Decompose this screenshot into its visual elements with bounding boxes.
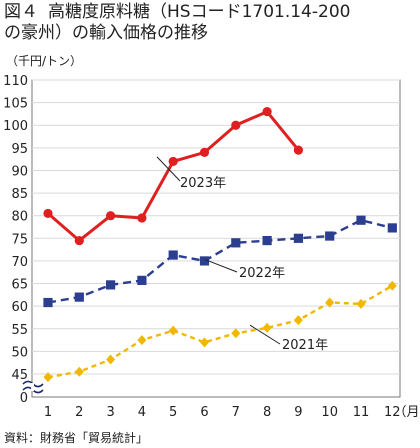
y-tick-label-zero: 0 <box>20 391 28 406</box>
y-tick-label: 60 <box>11 300 28 315</box>
series-line-2023年 <box>47 109 300 243</box>
x-tick-label: 2 <box>75 405 83 420</box>
y-tick-label: 75 <box>11 232 28 247</box>
data-point <box>262 107 272 117</box>
data-point <box>74 235 84 246</box>
y-axis-unit: （千円/トン） <box>6 54 83 68</box>
data-point <box>137 275 147 285</box>
series-line-2022年 <box>47 218 393 304</box>
data-point <box>106 211 116 221</box>
data-point <box>293 233 303 243</box>
data-point <box>200 337 209 348</box>
annotation-leader <box>249 324 281 345</box>
figure-title: 図４ 高糖度原料糖（HSコード1701.14-200 の豪州）の輸入価格の推移 <box>4 2 418 44</box>
data-point <box>262 235 272 246</box>
x-tick-label: 7 <box>232 405 240 420</box>
data-point <box>168 325 178 336</box>
x-tick-label: 11 <box>353 405 370 420</box>
y-tick-label: 55 <box>11 323 28 338</box>
y-tick-label: 70 <box>11 255 28 270</box>
data-point <box>356 298 366 309</box>
data-point <box>293 315 303 326</box>
data-point <box>74 366 84 377</box>
data-point <box>199 147 210 157</box>
data-point <box>325 231 335 241</box>
x-tick-label: 10 <box>321 405 338 420</box>
data-point <box>106 354 116 365</box>
series-line-2021年 <box>47 284 393 379</box>
x-tick-label: 12 <box>384 405 401 420</box>
annotation-leader <box>204 259 238 273</box>
series-label-2022年: 2022年 <box>239 266 285 281</box>
title-line-2: の豪州）の輸入価格の推移 <box>4 23 208 43</box>
data-point <box>168 250 178 260</box>
y-tick-label: 105 <box>3 97 28 112</box>
y-tick-label: 85 <box>11 187 28 202</box>
y-tick-label: 50 <box>11 345 28 360</box>
data-point <box>325 297 335 308</box>
title-line-1: 高糖度原料糖（HSコード1701.14-200 <box>48 2 351 22</box>
series-label-2021年: 2021年 <box>282 338 328 353</box>
data-point <box>231 120 241 130</box>
y-tick-label: 110 <box>3 74 28 89</box>
data-point <box>262 322 272 333</box>
data-point <box>231 238 241 248</box>
data-point <box>43 208 53 219</box>
data-point <box>231 328 241 339</box>
x-tick-label: 3 <box>106 405 114 420</box>
data-point <box>43 297 53 308</box>
data-point <box>293 145 303 155</box>
source-note: 資料：財務省「貿易統計」 <box>4 431 149 445</box>
data-point <box>137 213 147 223</box>
data-point <box>387 223 397 233</box>
y-tick-label: 65 <box>11 278 28 293</box>
data-point <box>43 372 53 383</box>
x-tick-label: 9 <box>294 405 302 420</box>
y-tick-label: 45 <box>11 368 28 383</box>
x-unit-label: （月） <box>393 405 420 420</box>
data-point <box>168 156 178 167</box>
data-point <box>199 256 210 266</box>
annotation-leader <box>156 156 181 182</box>
y-tick-label: 95 <box>11 142 28 157</box>
data-point <box>387 280 397 291</box>
y-tick-label: 100 <box>3 119 28 134</box>
data-point <box>137 335 147 346</box>
x-tick-label: 5 <box>169 405 177 420</box>
x-tick-label: 4 <box>138 405 146 420</box>
y-tick-label: 80 <box>11 210 28 225</box>
figure-number: 図４ <box>4 2 38 22</box>
data-point <box>74 292 84 302</box>
data-point <box>106 280 116 290</box>
y-tick-label: 90 <box>11 164 28 179</box>
series-label-2023年: 2023年 <box>180 176 226 191</box>
axis-break-gap <box>31 383 34 391</box>
data-point <box>356 215 366 225</box>
x-tick-label: 1 <box>44 405 52 420</box>
x-tick-label: 8 <box>263 405 271 420</box>
x-tick-label: 6 <box>200 405 208 420</box>
